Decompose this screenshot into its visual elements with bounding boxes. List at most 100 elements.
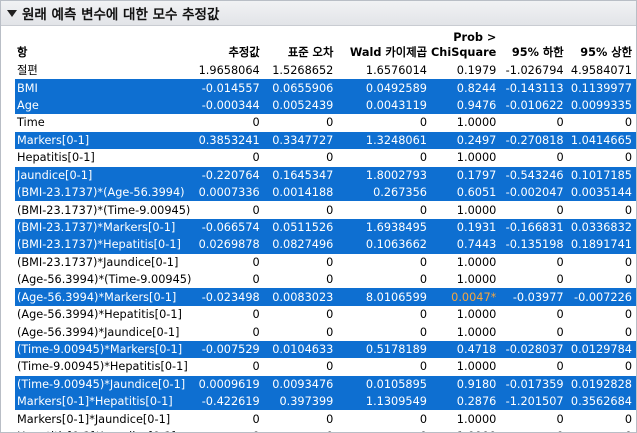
cell-wald-chisq: 1.1309549	[337, 393, 431, 411]
cell-upper-95: 0	[624, 203, 632, 217]
cell-term: Age	[15, 96, 196, 115]
cell-upper-95: 0	[624, 255, 632, 269]
cell-prob-chisq: 0.8244	[431, 79, 501, 97]
column-header-std-error[interactable]: 표준 오차	[287, 46, 334, 59]
cell-lower-95: -1.201507	[500, 393, 568, 411]
cell-upper-95: 0.0035144	[567, 183, 636, 202]
cell-prob-chisq: 1.0000	[456, 360, 497, 374]
cell-wald-chisq: 0.1063662	[337, 236, 431, 254]
cell-estimate: 0.0269878	[195, 236, 264, 254]
table-row[interactable]: (BMI-23.1737)*(Age-56.3994) 0.0007336 0.00…	[15, 183, 636, 202]
cell-lower-95: -0.143113	[500, 79, 568, 97]
cell-term: (Age-56.3994)*Markers[0-1]	[15, 288, 196, 306]
cell-wald-chisq: 1.8002793	[337, 166, 431, 184]
cell-prob-chisq: 0.9476	[431, 96, 501, 115]
table-row[interactable]: Hepatitis[0-1] 0 0 0 1.0000 0 0	[15, 149, 636, 166]
cell-std-error: 0	[326, 151, 334, 165]
cell-std-error: 0	[326, 116, 334, 130]
column-header-lower-95[interactable]: 95% 하한	[511, 46, 564, 59]
cell-std-error: 0.0511526	[263, 218, 338, 237]
cell-estimate: 0	[252, 273, 260, 287]
cell-lower-95: -0.166831	[500, 218, 568, 237]
cell-wald-chisq: 1.6938495	[337, 218, 431, 237]
cell-upper-95: 0.0336832	[567, 218, 636, 237]
cell-upper-95: 0	[624, 325, 632, 339]
cell-std-error: 0.3347727	[263, 131, 338, 150]
cell-wald-chisq: 0.0043119	[337, 96, 431, 115]
table-row[interactable]: Jaundice[0-1] -0.220764 0.1645347 1.8002793…	[15, 166, 636, 184]
cell-wald-chisq: 1.6576014	[365, 64, 427, 78]
cell-lower-95: -0.543246	[500, 166, 568, 184]
disclosure-triangle-icon[interactable]	[7, 9, 17, 17]
outline-title-bar[interactable]: 원래 예측 변수에 대한 모수 추정값	[1, 1, 636, 26]
table-row[interactable]: 절편 1.9658064 1.5268652 1.6576014 0.1979 -1.02…	[15, 62, 636, 79]
column-header-wald-chisq[interactable]: Wald 카이제곱	[349, 46, 427, 59]
table-row[interactable]: (BMI-23.1737)*Hepatitis[0-1] 0.0269878 0.0…	[15, 236, 636, 254]
cell-lower-95: 0	[500, 428, 567, 432]
cell-prob-chisq: 1.0000	[431, 428, 500, 432]
table-row[interactable]: (Age-56.3994)*(Time-9.00945) 0 0 0 1.0000 0 0	[15, 271, 636, 288]
cell-lower-95: -0.010622	[500, 96, 568, 115]
cell-lower-95: 0	[556, 360, 564, 374]
table-row[interactable]: (BMI-23.1737)*(Time-9.00945) 0 0 0 1.0000 0 0	[15, 201, 636, 218]
cell-std-error: 1.5268652	[272, 64, 334, 78]
cell-prob-chisq: 0.1931	[431, 218, 501, 237]
cell-upper-95: 0	[624, 360, 632, 374]
cell-std-error: 0	[326, 255, 334, 269]
cell-lower-95: -1.026794	[505, 64, 564, 78]
cell-lower-95: 0	[556, 151, 564, 165]
column-header-estimate[interactable]: 추정값	[228, 46, 260, 59]
cell-prob-chisq: 0.9180	[431, 375, 501, 394]
cell-term: Markers[0-1]*Hepatitis[0-1]	[15, 393, 196, 411]
table-row[interactable]: (Time-9.00945)*Jaundice[0-1] 0.0009619 0.0…	[15, 375, 636, 394]
cell-prob-chisq: 0.1797	[431, 166, 501, 184]
cell-wald-chisq: 0	[419, 116, 427, 130]
panel-title: 원래 예측 변수에 대한 모수 추정값	[22, 7, 220, 23]
column-header-prob-chisq[interactable]: Prob > ChiSquare	[431, 26, 500, 62]
cell-upper-95: 0	[624, 116, 632, 130]
cell-term: (BMI-23.1737)*(Age-56.3994)	[15, 183, 196, 202]
table-row[interactable]: Markers[0-1]*Jaundice[0-1] 0 0 0 1.0000 0 0	[15, 410, 636, 427]
cell-term: (BMI-23.1737)*Hepatitis[0-1]	[15, 236, 196, 254]
table-row[interactable]: (Age-56.3994)*Jaundice[0-1] 0 0 0 1.0000 0 0	[15, 323, 636, 340]
table-row[interactable]: Markers[0-1] 0.3853241 0.3347727 1.3248061 0…	[15, 131, 636, 150]
table-row[interactable]: Markers[0-1]*Hepatitis[0-1] -0.422619 0.39…	[15, 393, 636, 411]
table-row[interactable]: Age -0.000344 0.0052439 0.0043119 0.9476 -0.0…	[15, 96, 636, 115]
cell-wald-chisq: 0	[419, 308, 427, 322]
cell-wald-chisq: 0.267356	[337, 183, 431, 202]
cell-prob-chisq: 0.6051	[431, 183, 501, 202]
table-row[interactable]: (Age-56.3994)*Hepatitis[0-1] 0 0 0 1.0000 0 0	[15, 306, 636, 323]
cell-lower-95: -0.270818	[500, 131, 568, 150]
cell-wald-chisq: 0.0492589	[337, 79, 431, 97]
table-row[interactable]: BMI -0.014557 0.0655906 0.0492589 0.8244 -0.1…	[15, 79, 636, 97]
cell-prob-chisq: 1.0000	[456, 116, 497, 130]
table-row[interactable]: (Age-56.3994)*Markers[0-1] -0.023498 0.008…	[15, 288, 636, 306]
cell-upper-95: 0	[624, 273, 632, 287]
cell-wald-chisq: 0	[419, 360, 427, 374]
cell-term: Markers[0-1]*Jaundice[0-1]	[17, 412, 171, 426]
prob-header-line2: ChiSquare	[431, 46, 497, 59]
table-row[interactable]: Time 0 0 0 1.0000 0 0	[15, 114, 636, 131]
cell-std-error: 0.0093476	[263, 375, 338, 394]
cell-wald-chisq: 0	[419, 203, 427, 217]
column-header-upper-95[interactable]: 95% 상한	[580, 46, 632, 59]
cell-estimate: 0	[252, 255, 260, 269]
cell-wald-chisq: 0	[419, 412, 427, 426]
table-row[interactable]: (BMI-23.1737)*Jaundice[0-1] 0 0 0 1.0000 0 0	[15, 254, 636, 271]
cell-prob-chisq: 0.4718	[431, 340, 501, 359]
cell-upper-95: 0.0192828	[567, 375, 636, 394]
cell-prob-chisq: 1.0000	[456, 273, 497, 287]
cell-term: (BMI-23.1737)*(Time-9.00945)	[17, 203, 191, 217]
cell-std-error: 0.0104633	[263, 340, 338, 359]
cell-prob-chisq: 1.0000	[456, 308, 497, 322]
column-header-term[interactable]: 항	[17, 46, 28, 59]
cell-term: (Age-56.3994)*(Time-9.00945)	[17, 273, 192, 287]
cell-estimate: -0.422619	[195, 393, 264, 411]
table-row[interactable]: (Time-9.00945)*Markers[0-1] -0.007529 0.01…	[15, 340, 636, 359]
table-row[interactable]: (BMI-23.1737)*Markers[0-1] -0.066574 0.051…	[15, 218, 636, 237]
table-row[interactable]: (Time-9.00945)*Hepatitis[0-1] 0 0 0 1.0000 0 0	[15, 358, 636, 375]
cell-upper-95: 0	[624, 151, 632, 165]
cell-prob-chisq: 0.2876	[431, 393, 501, 411]
cell-estimate: 0	[252, 325, 260, 339]
